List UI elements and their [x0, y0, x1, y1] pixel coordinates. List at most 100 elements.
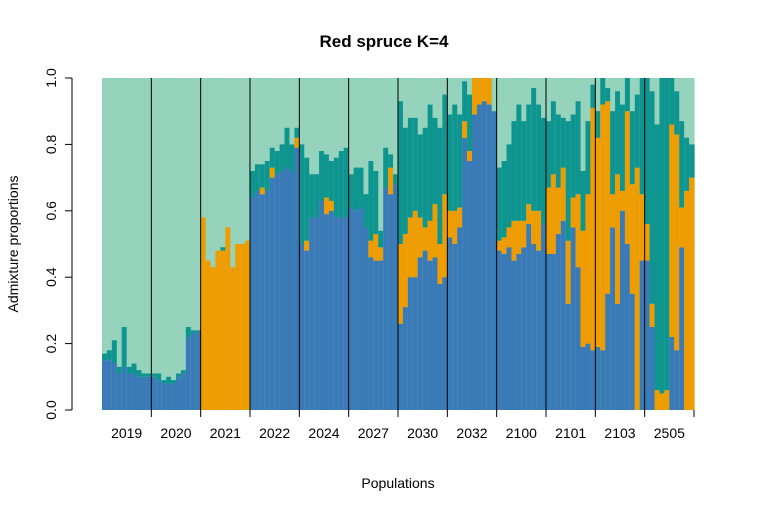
segment-teal	[161, 380, 167, 384]
individual-bar	[684, 78, 690, 410]
segment-blue	[284, 167, 291, 410]
individual-bar	[639, 78, 646, 410]
segment-teal	[402, 127, 409, 235]
segment-orange	[417, 217, 424, 258]
segment-orange	[368, 240, 374, 258]
segment-teal	[536, 104, 542, 211]
segment-mint	[176, 78, 182, 410]
segment-orange	[546, 187, 552, 254]
individual-bar	[467, 78, 473, 410]
segment-blue	[319, 200, 325, 410]
segment-orange	[230, 267, 236, 410]
segment-teal	[550, 101, 557, 175]
segment-orange	[398, 244, 404, 324]
segment-teal	[541, 117, 547, 225]
segment-blue	[590, 350, 596, 410]
segment-teal	[373, 170, 379, 235]
individual-bar	[259, 78, 266, 410]
segment-blue	[254, 190, 261, 410]
segment-teal	[363, 194, 369, 228]
segment-blue	[516, 253, 522, 410]
segment-orange	[486, 78, 493, 105]
segment-teal	[427, 104, 434, 221]
individual-bar	[506, 78, 513, 410]
individual-bar	[615, 78, 621, 410]
segment-blue	[250, 197, 256, 410]
segment-orange	[476, 78, 483, 105]
segment-blue	[644, 260, 651, 410]
segment-orange	[215, 250, 221, 410]
segment-orange	[580, 230, 587, 347]
segment-blue	[531, 244, 537, 410]
segment-teal	[664, 78, 670, 391]
segment-teal	[176, 373, 182, 377]
individual-bar	[610, 78, 616, 410]
segment-blue	[348, 207, 355, 410]
individual-bar	[570, 78, 577, 410]
segment-blue	[511, 260, 517, 410]
y-tick-label: 0.2	[43, 334, 59, 354]
segment-orange	[328, 200, 335, 211]
segment-teal	[674, 91, 680, 135]
segment-teal	[185, 327, 192, 337]
segment-teal	[546, 121, 552, 188]
segment-orange	[210, 267, 217, 410]
segment-blue	[171, 383, 177, 410]
x-tick-label: 2027	[358, 425, 389, 441]
segment-orange	[432, 204, 439, 258]
x-axis-label: Populations	[361, 475, 434, 491]
segment-orange	[684, 190, 690, 410]
individual-bar	[560, 78, 567, 410]
individual-bar	[264, 78, 271, 410]
segment-orange	[610, 194, 616, 228]
x-tick-label: 2022	[259, 425, 290, 441]
segment-blue	[111, 363, 118, 410]
individual-bar	[333, 78, 340, 410]
individual-bar	[299, 78, 305, 410]
segment-blue	[393, 184, 399, 410]
segment-teal	[166, 376, 172, 384]
segment-orange	[457, 207, 463, 228]
individual-bar	[575, 78, 582, 410]
segment-blue	[555, 234, 562, 410]
segment-teal	[146, 373, 152, 377]
segment-teal	[353, 167, 360, 211]
segment-blue	[615, 303, 621, 410]
individual-bar	[486, 78, 493, 410]
individual-bar	[195, 78, 202, 410]
segment-orange	[620, 190, 626, 211]
segment-orange	[624, 111, 631, 244]
segment-blue	[629, 293, 636, 410]
segment-blue	[383, 187, 389, 410]
segment-blue	[496, 250, 503, 410]
segment-teal	[348, 174, 355, 208]
segment-mint	[161, 78, 167, 410]
segment-orange	[649, 303, 656, 327]
segment-teal	[220, 247, 226, 251]
individual-bar	[412, 78, 419, 410]
individual-bar	[501, 78, 508, 410]
segment-blue	[294, 147, 300, 410]
individual-bar	[245, 78, 251, 410]
individual-bar	[476, 78, 483, 410]
segment-blue	[580, 346, 587, 410]
segment-teal	[324, 154, 330, 198]
segment-orange	[585, 194, 591, 344]
segment-teal	[333, 157, 340, 218]
segment-mint	[166, 78, 172, 410]
segment-teal	[141, 373, 147, 377]
segment-teal	[368, 161, 374, 241]
individual-bar	[496, 78, 503, 410]
individual-bar	[580, 78, 587, 410]
segment-orange	[304, 240, 310, 251]
individual-bar	[546, 78, 552, 410]
segment-blue	[388, 194, 394, 410]
segment-teal	[689, 144, 695, 178]
segment-orange	[669, 124, 675, 337]
segment-teal	[314, 174, 320, 218]
segment-mint	[111, 78, 118, 410]
segment-teal	[442, 94, 448, 195]
segment-blue	[501, 253, 508, 410]
segment-teal	[250, 170, 256, 198]
segment-orange	[452, 210, 458, 244]
